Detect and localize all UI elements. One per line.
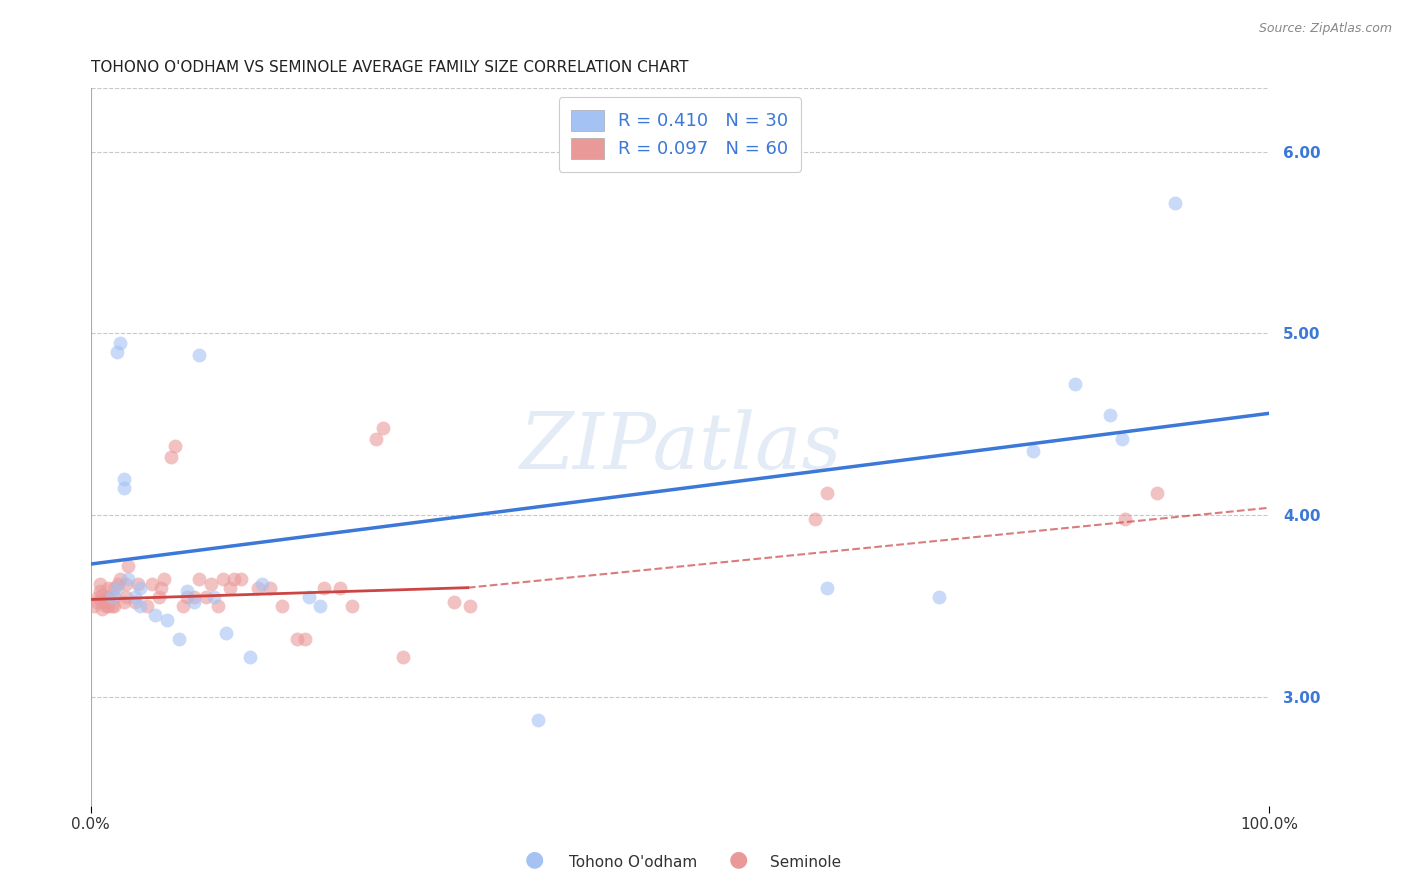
Point <box>309 599 332 613</box>
Point <box>1022 444 1045 458</box>
Point <box>298 590 321 604</box>
Point <box>83 599 105 613</box>
Point <box>183 595 205 609</box>
Point <box>443 595 465 609</box>
Point <box>202 590 225 604</box>
Text: TOHONO O'ODHAM VS SEMINOLE AVERAGE FAMILY SIZE CORRELATION CHART: TOHONO O'ODHAM VS SEMINOLE AVERAGE FAMIL… <box>90 60 688 75</box>
Text: ●: ● <box>524 850 544 870</box>
Point <box>115 590 138 604</box>
Point <box>91 602 114 616</box>
Point <box>270 599 292 613</box>
Point <box>250 577 273 591</box>
Point <box>1063 377 1085 392</box>
Point <box>183 590 205 604</box>
Point <box>107 577 129 591</box>
Point <box>200 577 222 591</box>
Point <box>112 481 135 495</box>
Point <box>231 572 253 586</box>
Point <box>86 590 108 604</box>
Point <box>312 581 335 595</box>
Point <box>124 590 146 604</box>
Text: Source: ZipAtlas.com: Source: ZipAtlas.com <box>1258 22 1392 36</box>
Point <box>103 599 125 613</box>
Point <box>129 581 152 595</box>
Point <box>165 439 187 453</box>
Point <box>89 584 111 599</box>
Point <box>1164 195 1187 210</box>
Point <box>101 590 124 604</box>
Point <box>211 572 233 586</box>
Point <box>89 577 111 591</box>
Point <box>145 607 167 622</box>
Point <box>115 577 138 591</box>
Point <box>188 348 211 362</box>
Point <box>364 432 387 446</box>
Point <box>804 511 827 525</box>
Point <box>458 599 481 613</box>
Point <box>112 595 135 609</box>
Point <box>112 472 135 486</box>
Point <box>167 632 190 646</box>
Point <box>148 590 170 604</box>
Point <box>159 450 181 464</box>
Point <box>105 581 128 595</box>
Point <box>928 590 950 604</box>
Point <box>218 581 240 595</box>
Point <box>108 335 131 350</box>
Point <box>103 581 125 595</box>
Text: Seminole: Seminole <box>770 855 842 870</box>
Point <box>141 577 163 591</box>
Point <box>117 572 139 586</box>
Point <box>1114 511 1136 525</box>
Point <box>150 581 173 595</box>
Point <box>124 595 146 609</box>
Point <box>1111 432 1133 446</box>
Point <box>136 599 159 613</box>
Point <box>101 599 124 613</box>
Point <box>392 649 415 664</box>
Point <box>176 584 198 599</box>
Point <box>815 486 838 500</box>
Point <box>371 421 394 435</box>
Point <box>188 572 211 586</box>
Point <box>215 626 238 640</box>
Point <box>224 572 246 586</box>
Point <box>94 599 117 613</box>
Point <box>108 572 131 586</box>
Point <box>246 581 269 595</box>
Point <box>117 558 139 573</box>
Point <box>176 590 198 604</box>
Point <box>195 590 218 604</box>
Text: Tohono O'odham: Tohono O'odham <box>569 855 697 870</box>
Point <box>329 581 352 595</box>
Point <box>129 599 152 613</box>
Point <box>285 632 308 646</box>
Point <box>342 599 364 613</box>
Point <box>91 595 114 609</box>
Point <box>152 572 174 586</box>
Point <box>103 590 125 604</box>
Point <box>127 577 149 591</box>
Point <box>294 632 316 646</box>
Text: ●: ● <box>728 850 748 870</box>
Point <box>207 599 229 613</box>
Point <box>105 344 128 359</box>
Legend: R = 0.410   N = 30, R = 0.097   N = 60: R = 0.410 N = 30, R = 0.097 N = 60 <box>558 97 801 171</box>
Point <box>239 649 262 664</box>
Point <box>259 581 281 595</box>
Point <box>97 599 120 613</box>
Point <box>815 581 838 595</box>
Text: ZIPatlas: ZIPatlas <box>519 409 841 485</box>
Point <box>97 581 120 595</box>
Point <box>156 613 179 627</box>
Point <box>86 595 108 609</box>
Point <box>527 713 550 727</box>
Point <box>1099 408 1122 422</box>
Point <box>172 599 194 613</box>
Point <box>1146 486 1168 500</box>
Point <box>91 588 114 602</box>
Point <box>94 595 117 609</box>
Point <box>97 590 120 604</box>
